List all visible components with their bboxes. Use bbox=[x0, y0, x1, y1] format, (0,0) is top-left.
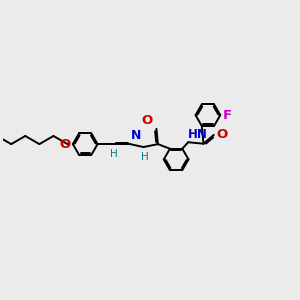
Text: H: H bbox=[140, 152, 148, 162]
Text: HN: HN bbox=[188, 128, 208, 141]
Text: F: F bbox=[222, 109, 232, 122]
Text: O: O bbox=[142, 114, 153, 127]
Text: H: H bbox=[110, 149, 118, 159]
Text: N: N bbox=[131, 129, 142, 142]
Text: O: O bbox=[216, 128, 227, 141]
Text: O: O bbox=[59, 138, 71, 151]
